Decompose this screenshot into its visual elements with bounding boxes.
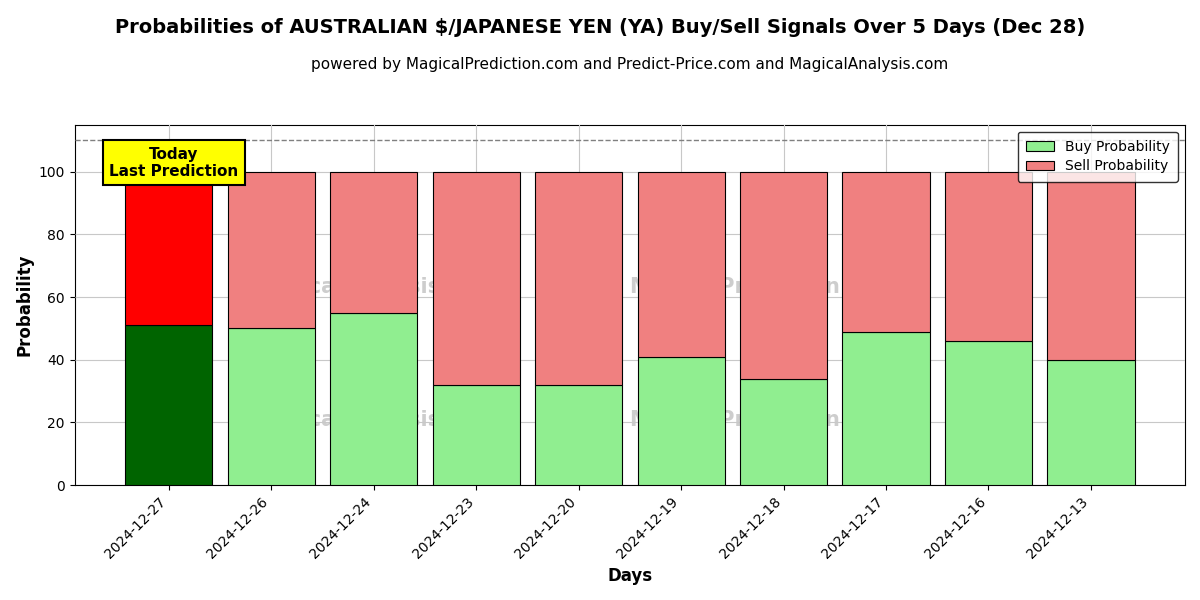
- Bar: [535, 172, 622, 385]
- Bar: [637, 356, 725, 485]
- Y-axis label: Probability: Probability: [16, 254, 34, 356]
- Bar: [535, 385, 622, 485]
- Text: Probabilities of AUSTRALIAN $/JAPANESE YEN (YA) Buy/Sell Signals Over 5 Days (De: Probabilities of AUSTRALIAN $/JAPANESE Y…: [115, 18, 1085, 37]
- Bar: [944, 172, 1032, 341]
- Title: powered by MagicalPrediction.com and Predict-Price.com and MagicalAnalysis.com: powered by MagicalPrediction.com and Pre…: [311, 57, 948, 72]
- Text: MagicalAnalysis.com: MagicalAnalysis.com: [252, 410, 497, 430]
- Bar: [125, 172, 212, 325]
- Bar: [740, 379, 827, 485]
- Bar: [432, 172, 520, 385]
- X-axis label: Days: Days: [607, 567, 653, 585]
- Bar: [842, 172, 930, 332]
- Legend: Buy Probability, Sell Probability: Buy Probability, Sell Probability: [1018, 131, 1178, 182]
- Text: MagicalPrediction.com: MagicalPrediction.com: [630, 410, 896, 430]
- Bar: [637, 172, 725, 356]
- Text: MagicalAnalysis.com: MagicalAnalysis.com: [252, 277, 497, 297]
- Bar: [330, 172, 418, 313]
- Bar: [944, 341, 1032, 485]
- Bar: [1048, 172, 1134, 360]
- Bar: [842, 332, 930, 485]
- Bar: [432, 385, 520, 485]
- Bar: [125, 325, 212, 485]
- Bar: [740, 172, 827, 379]
- Bar: [228, 328, 314, 485]
- Bar: [228, 172, 314, 328]
- Bar: [1048, 360, 1134, 485]
- Bar: [330, 313, 418, 485]
- Text: MagicalPrediction.com: MagicalPrediction.com: [630, 277, 896, 297]
- Text: Today
Last Prediction: Today Last Prediction: [109, 146, 239, 179]
